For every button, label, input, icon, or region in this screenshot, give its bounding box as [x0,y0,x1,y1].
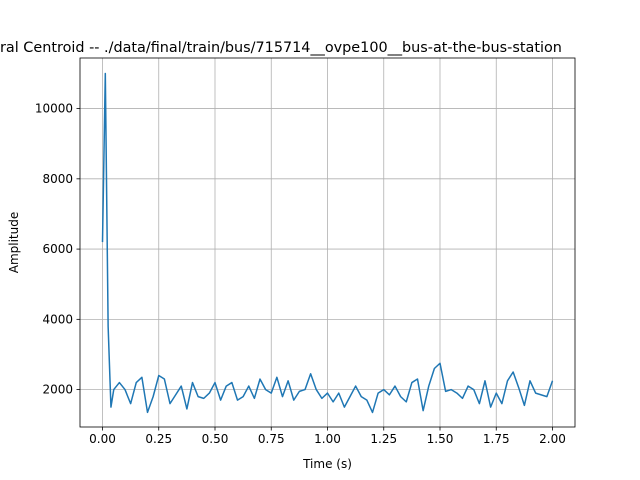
x-tick-label: 1.75 [483,432,510,446]
x-tick-label: 0.75 [258,432,285,446]
x-axis-label: Time (s) [302,457,352,471]
x-tick-label: 0.25 [145,432,172,446]
y-tick-label: 4000 [42,312,73,326]
x-tick-label: 2.00 [539,432,566,446]
y-axis-label: Amplitude [7,212,21,274]
x-tick-label: 1.50 [427,432,454,446]
y-tick-label: 10000 [35,102,73,116]
x-tick-label: 1.00 [314,432,341,446]
x-tick-label: 0.00 [89,432,116,446]
y-tick-label: 2000 [42,383,73,397]
y-tick-label: 8000 [42,172,73,186]
x-tick-label: 1.25 [370,432,397,446]
x-tick-label: 0.50 [202,432,229,446]
data-line [101,72,554,414]
chart-title: ral Centroid -- ./data/final/train/bus/7… [0,40,562,56]
plot-frame [79,57,576,428]
y-tick-label: 6000 [42,242,73,256]
